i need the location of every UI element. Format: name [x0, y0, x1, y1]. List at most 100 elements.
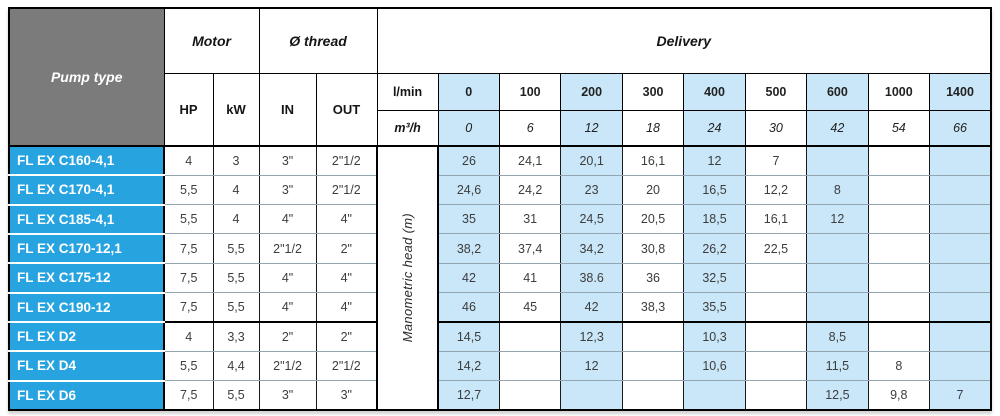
delivery-value-cell — [744, 263, 808, 294]
delivery-value-cell — [621, 320, 685, 352]
delivery-value-cell: 14,2 — [437, 351, 500, 382]
table-row: FL EX C175-12 7,5 5,5 4" 4" 42 41 38.6 36 32,5 — [9, 263, 992, 294]
delivery-value-cell — [621, 380, 685, 412]
delivery-m3h-value: 42 — [806, 109, 869, 147]
delivery-value-cell: 24,5 — [560, 204, 623, 235]
out-cell: 4" — [315, 263, 378, 294]
delivery-value-cell: 12,7 — [437, 380, 500, 412]
kw-cell: 5,5 — [212, 292, 260, 323]
delivery-value-cell — [867, 263, 931, 294]
header-row-m3h: m³/h 0 6 12 18 24 30 42 54 66 — [9, 109, 992, 147]
pump-name-cell: FL EX D4 — [9, 351, 165, 382]
delivery-m3h-value: 30 — [744, 109, 808, 147]
delivery-value-cell — [621, 351, 685, 382]
delivery-value-cell: 42 — [560, 292, 623, 323]
delivery-value-cell — [683, 380, 746, 412]
delivery-lmin-value: 600 — [806, 72, 869, 111]
delivery-value-cell — [498, 320, 562, 352]
in-cell: 3" — [258, 175, 317, 206]
in-cell: 3" — [258, 380, 317, 412]
motor-header: Motor — [163, 7, 260, 74]
table-row: FL EX C185-4,1 5,5 4 4" 4" 35 31 24,5 20,5 18,5 16… — [9, 204, 992, 235]
delivery-value-cell: 16,1 — [744, 204, 808, 235]
delivery-lmin-value: 400 — [683, 72, 746, 111]
kw-cell: 5,5 — [212, 263, 260, 294]
delivery-value-cell: 30,8 — [621, 233, 685, 264]
out-cell: 4" — [315, 204, 378, 235]
delivery-value-cell: 8 — [867, 351, 931, 382]
in-cell: 3" — [258, 146, 317, 176]
delivery-lmin-value: 0 — [437, 72, 500, 111]
delivery-value-cell — [744, 292, 808, 323]
delivery-value-cell: 8,5 — [806, 320, 869, 352]
delivery-lmin-value: 200 — [560, 72, 623, 111]
delivery-m3h-value: 66 — [929, 109, 992, 147]
out-cell: 2" — [315, 320, 378, 352]
header-row-groups: Pump type Motor Ø thread Delivery — [8, 7, 992, 147]
m3h-unit-label: m³/h — [376, 109, 439, 147]
kw-cell: 4 — [212, 175, 260, 206]
table-row: FL EX C170-12,1 7,5 5,5 2"1/2 2" 38,2 37,4 34,2… — [9, 233, 992, 265]
pump-name-cell: FL EX C160-4,1 — [9, 146, 165, 177]
out-cell: 2"1/2 — [315, 146, 378, 176]
pump-name-cell: FL EX D2 — [9, 320, 165, 353]
in-cell: 4" — [258, 204, 317, 235]
delivery-value-cell — [806, 146, 869, 176]
header-row-lmin: HP kW IN OUT l/min 0 100 200 300 400 500 600 10… — [9, 72, 992, 147]
lmin-unit-label: l/min — [376, 72, 439, 111]
hp-cell: 7,5 — [163, 233, 214, 264]
delivery-value-cell: 12 — [806, 204, 869, 235]
delivery-value-cell: 7 — [929, 380, 992, 412]
pump-name-cell: FL EX C170-12,1 — [9, 233, 165, 265]
out-cell: 2" — [315, 233, 378, 264]
in-cell: 2"1/2 — [258, 351, 317, 382]
pump-name-cell: FL EX C170-4,1 — [9, 175, 165, 206]
delivery-value-cell: 31 — [498, 204, 562, 235]
delivery-value-cell — [929, 146, 992, 176]
delivery-value-cell — [867, 292, 931, 323]
table-row: FL EX C190-12 7,5 5,5 4" 4" 46 45 42 38,3 35,5 — [9, 292, 992, 323]
delivery-value-cell: 42 — [437, 263, 500, 294]
delivery-value-cell — [929, 351, 992, 382]
thread-header: Ø thread — [258, 7, 378, 74]
in-header: IN — [258, 72, 317, 147]
pump-spec-table-wrap: Pump type Motor Ø thread Delivery HP kW … — [8, 7, 992, 412]
delivery-m3h-value: 24 — [683, 109, 746, 147]
hp-cell: 5,5 — [163, 204, 214, 235]
delivery-value-cell: 38,2 — [437, 233, 500, 264]
delivery-value-cell: 10,3 — [683, 320, 746, 352]
delivery-value-cell — [806, 263, 869, 294]
hp-cell: 5,5 — [163, 351, 214, 382]
delivery-m3h-value: 18 — [621, 109, 685, 147]
out-cell: 2"1/2 — [315, 351, 378, 382]
delivery-value-cell — [744, 351, 808, 382]
manometric-head-cell: Manometric head (m) — [376, 146, 440, 410]
out-cell: 3" — [315, 380, 378, 412]
in-cell: 4" — [258, 292, 317, 323]
delivery-value-cell — [929, 204, 992, 235]
delivery-value-cell — [806, 292, 869, 323]
delivery-value-cell: 16,5 — [683, 175, 746, 206]
delivery-value-cell: 24,2 — [498, 175, 562, 206]
delivery-value-cell: 8 — [806, 175, 869, 206]
hp-header: HP — [163, 72, 214, 147]
kw-header: kW — [212, 72, 260, 147]
out-cell: 4" — [315, 292, 378, 323]
delivery-value-cell — [929, 263, 992, 294]
hp-cell: 4 — [163, 320, 214, 352]
delivery-value-cell: 46 — [437, 292, 500, 323]
delivery-m3h-value: 12 — [560, 109, 623, 147]
table-row: FL EX D2 4 3,3 2" 2" 14,5 12,3 10,3 8,5 — [9, 320, 992, 353]
delivery-value-cell: 35,5 — [683, 292, 746, 323]
delivery-value-cell: 10,6 — [683, 351, 746, 382]
delivery-value-cell: 12,3 — [560, 320, 623, 352]
pump-name-cell: FL EX C190-12 — [9, 292, 165, 323]
hp-cell: 4 — [163, 146, 214, 176]
pump-type-header: Pump type — [8, 7, 165, 147]
delivery-value-cell: 26,2 — [683, 233, 746, 264]
delivery-value-cell: 36 — [621, 263, 685, 294]
in-cell: 4" — [258, 263, 317, 294]
delivery-value-cell: 24,6 — [437, 175, 500, 206]
kw-cell: 3 — [212, 146, 260, 176]
hp-cell: 7,5 — [163, 380, 214, 412]
